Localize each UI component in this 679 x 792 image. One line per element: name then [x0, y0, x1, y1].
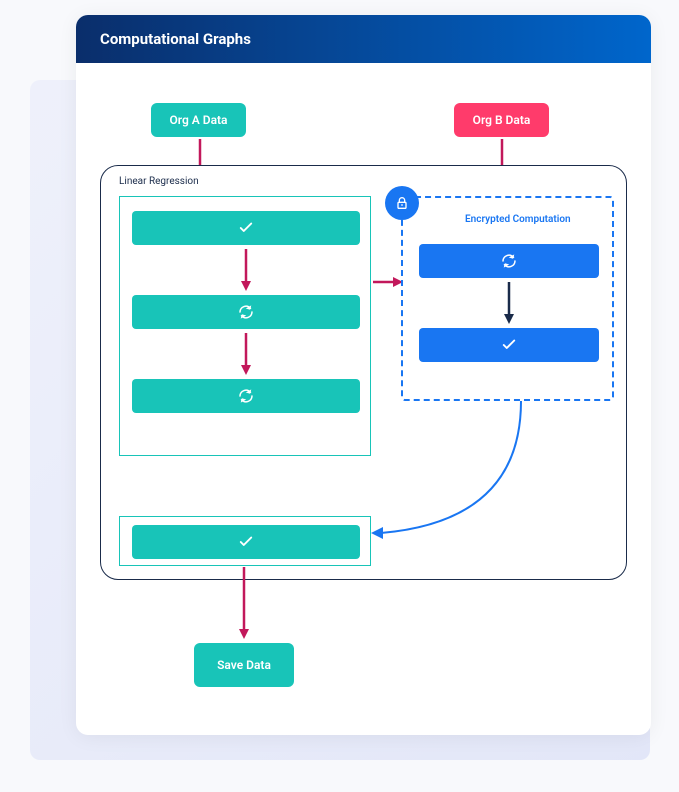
linear-regression-panel: Linear Regression [100, 165, 627, 580]
refresh-icon [237, 303, 255, 321]
refresh-icon [237, 387, 255, 405]
card-body: Org A Data Org B Data Linear Regression [76, 63, 651, 735]
lock-icon [394, 195, 410, 211]
arrow-enc-1 [503, 282, 515, 324]
bottom-bar [132, 525, 360, 559]
check-icon [500, 336, 518, 354]
source-org-b-label: Org B Data [473, 113, 531, 127]
enc-bar-1 [419, 244, 599, 278]
step-bar-2 [132, 295, 360, 329]
source-org-b: Org B Data [454, 103, 549, 137]
step-bar-1 [132, 211, 360, 245]
source-org-a: Org A Data [151, 103, 246, 137]
arrow-left-1 [240, 249, 252, 291]
encrypted-label: Encrypted Computation [465, 214, 571, 225]
card-title: Computational Graphs [100, 30, 251, 48]
left-step-group [119, 196, 371, 456]
sink-save-data: Save Data [194, 643, 294, 687]
panel-label: Linear Regression [119, 176, 199, 187]
source-org-a-label: Org A Data [169, 113, 227, 127]
arrow-left-2 [240, 333, 252, 375]
arrow-encrypted-to-bottom [371, 401, 541, 546]
refresh-icon [500, 252, 518, 270]
arrow-to-save [238, 567, 250, 639]
card-header: Computational Graphs [76, 15, 651, 63]
step-bar-3 [132, 379, 360, 413]
check-icon [237, 533, 255, 551]
card: Computational Graphs Org A Data Org B Da… [76, 15, 651, 735]
arrow-to-encrypted [373, 276, 403, 288]
sink-label: Save Data [217, 658, 271, 672]
encrypted-computation-box: Encrypted Computation [401, 196, 614, 401]
enc-bar-2 [419, 328, 599, 362]
bottom-step-group [119, 516, 371, 566]
lock-badge [385, 186, 419, 220]
check-icon [237, 219, 255, 237]
